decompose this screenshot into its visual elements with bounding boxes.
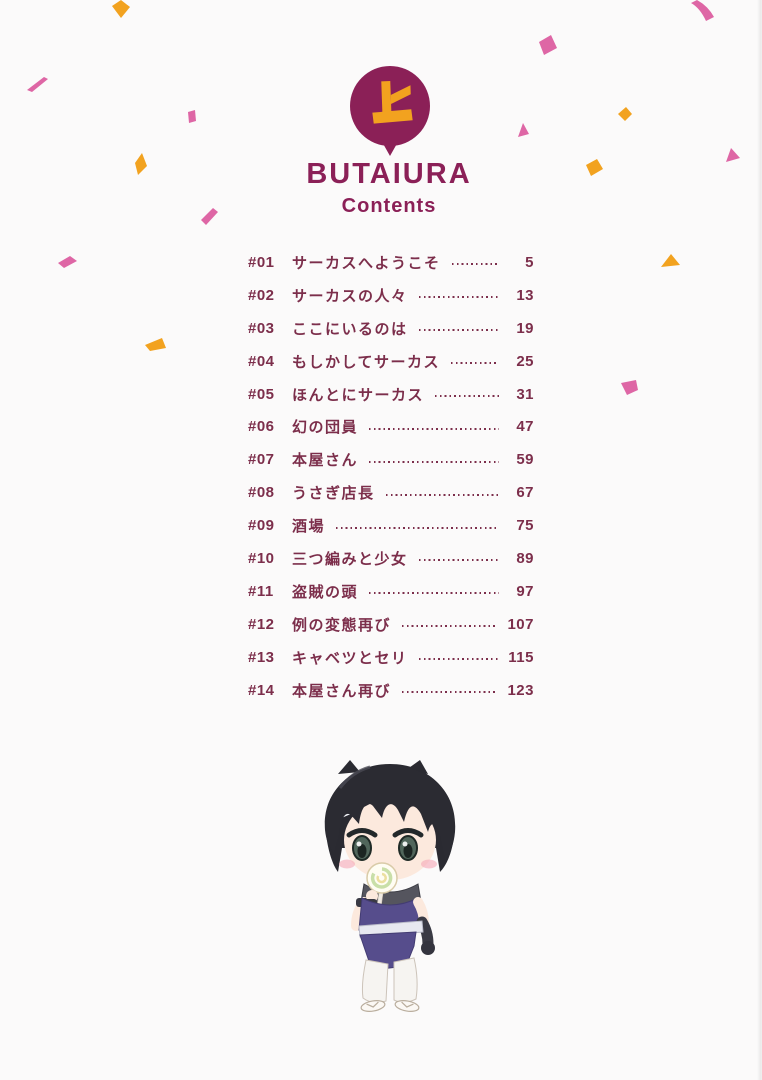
confetti-piece bbox=[518, 123, 529, 137]
confetti-piece bbox=[58, 256, 77, 268]
dotted-leader bbox=[402, 691, 499, 694]
toc-entry: #01 サーカスへようこそ 5 bbox=[248, 246, 534, 279]
toc-entry: #05 ほんとにサーカス 31 bbox=[248, 378, 534, 411]
dotted-leader bbox=[451, 263, 499, 266]
toc-list: #01 サーカスへようこそ 5 #02 サーカスの人々 13 #03 ここにいるのは 19 #04… bbox=[248, 246, 534, 706]
toc-entry: #07 本屋さん 59 bbox=[248, 443, 534, 476]
chapter-number: #05 bbox=[248, 385, 275, 403]
chapter-title: もしかしてサーカス bbox=[292, 352, 441, 371]
page-number: 25 bbox=[516, 352, 534, 370]
chapter-number: #13 bbox=[248, 648, 275, 666]
chapter-number: #08 bbox=[248, 484, 275, 502]
dotted-leader bbox=[402, 625, 499, 628]
dotted-leader bbox=[418, 658, 499, 661]
confetti-piece bbox=[691, 0, 714, 21]
chapter-title: ほんとにサーカス bbox=[292, 385, 425, 404]
chapter-number: #12 bbox=[248, 615, 275, 633]
page-number: 97 bbox=[516, 582, 534, 600]
dotted-leader bbox=[369, 592, 499, 595]
chapter-number: #09 bbox=[248, 517, 275, 535]
toc-entry: #04 もしかしてサーカス 25 bbox=[248, 345, 534, 378]
toc-entry: #10 三つ編みと少女 89 bbox=[248, 542, 534, 575]
chapter-title: ここにいるのは bbox=[292, 319, 408, 338]
dotted-leader bbox=[369, 427, 499, 430]
page-number: 75 bbox=[516, 517, 534, 535]
toc-entry: #02 サーカスの人々 13 bbox=[248, 279, 534, 312]
confetti-piece bbox=[618, 107, 632, 121]
page-number: 123 bbox=[507, 681, 534, 699]
toc-entry: #11 盗賊の頭 97 bbox=[248, 575, 534, 608]
confetti-piece bbox=[112, 0, 130, 18]
dotted-leader bbox=[418, 296, 499, 299]
chapter-title: キャベツとセリ bbox=[292, 648, 408, 667]
dotted-leader bbox=[435, 395, 499, 397]
dotted-leader bbox=[418, 559, 499, 562]
toc-entry: #14 本屋さん再び 123 bbox=[248, 674, 534, 707]
logo-kanji-ue bbox=[372, 81, 413, 124]
dotted-leader bbox=[418, 329, 499, 332]
confetti-piece bbox=[621, 380, 638, 395]
dotted-leader bbox=[336, 526, 499, 529]
chapter-number: #04 bbox=[248, 352, 275, 370]
chapter-number: #10 bbox=[248, 549, 275, 567]
toc-entry: #09 酒場 75 bbox=[248, 509, 534, 542]
chibi-boy-illustration bbox=[324, 760, 456, 1012]
page-number: 59 bbox=[516, 451, 534, 469]
logo-speech-bubble bbox=[350, 66, 430, 156]
chapter-title: 例の変態再び bbox=[292, 615, 392, 634]
chapter-title: 本屋さん再び bbox=[292, 681, 392, 700]
confetti-piece bbox=[661, 254, 680, 267]
toc-entry: #12 例の変態再び 107 bbox=[248, 608, 534, 641]
page-number: 5 bbox=[525, 253, 534, 271]
page-number: 107 bbox=[507, 615, 534, 633]
page-number: 19 bbox=[516, 319, 534, 337]
toc-entry: #06 幻の団員 47 bbox=[248, 410, 534, 443]
chapter-number: #11 bbox=[248, 582, 274, 600]
chapter-title: 幻の団員 bbox=[292, 418, 359, 437]
page-number: 31 bbox=[516, 385, 534, 403]
chapter-number: #02 bbox=[248, 286, 275, 304]
page-number: 13 bbox=[516, 286, 534, 304]
page-number: 47 bbox=[516, 418, 534, 436]
dotted-leader bbox=[385, 493, 499, 496]
page-title: BUTAIURA bbox=[306, 158, 472, 190]
dotted-leader bbox=[369, 460, 499, 463]
contents-subtitle: Contents bbox=[341, 195, 437, 217]
chapter-title: 酒場 bbox=[292, 517, 326, 536]
toc-entry: #03 ここにいるのは 19 bbox=[248, 312, 534, 345]
chapter-number: #03 bbox=[248, 319, 275, 337]
confetti-piece bbox=[145, 338, 166, 351]
confetti-piece bbox=[27, 77, 48, 92]
toc-entry: #08 うさぎ店長 67 bbox=[248, 476, 534, 509]
confetti-piece bbox=[188, 110, 196, 123]
chapter-title: 盗賊の頭 bbox=[292, 582, 359, 601]
toc-entry: #13 キャベツとセリ 115 bbox=[248, 641, 534, 674]
chapter-title: 三つ編みと少女 bbox=[292, 549, 408, 568]
dotted-leader bbox=[451, 362, 499, 365]
scan-page-edge bbox=[757, 0, 762, 1080]
chapter-number: #14 bbox=[248, 681, 275, 699]
chapter-number: #01 bbox=[248, 253, 275, 271]
confetti-piece bbox=[539, 35, 557, 55]
chapter-title: うさぎ店長 bbox=[292, 484, 375, 503]
page-number: 67 bbox=[516, 484, 534, 502]
chapter-title: サーカスの人々 bbox=[292, 286, 408, 305]
chapter-title: サーカスへようこそ bbox=[292, 253, 441, 272]
page-number: 115 bbox=[508, 648, 534, 666]
chapter-number: #06 bbox=[248, 418, 275, 436]
chapter-number: #07 bbox=[248, 451, 275, 469]
page-number: 89 bbox=[516, 549, 534, 567]
chapter-title: 本屋さん bbox=[292, 451, 359, 470]
